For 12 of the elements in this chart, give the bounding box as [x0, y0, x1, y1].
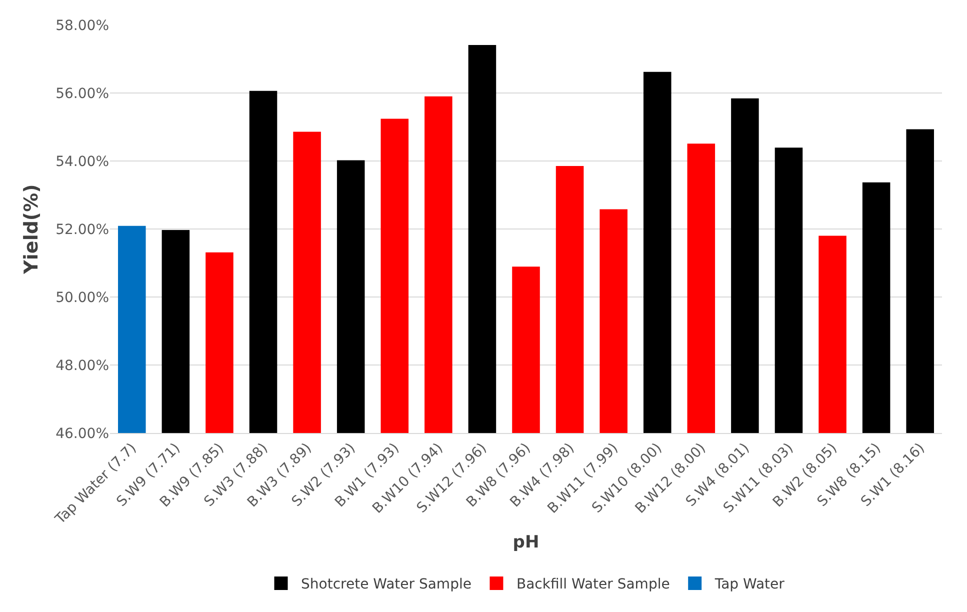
y-tick-label: 46.00% — [56, 426, 109, 442]
y-tick-label: 58.00% — [56, 18, 109, 34]
legend-label: Tap Water — [714, 576, 785, 593]
x-axis-title: pH — [512, 532, 540, 552]
y-axis-title: Yield(%) — [20, 184, 42, 275]
y-tick-label: 52.00% — [56, 222, 109, 238]
legend-label: Backfill Water Sample — [516, 576, 670, 593]
y-tick-label: 54.00% — [56, 154, 109, 170]
y-tick-label: 56.00% — [56, 86, 109, 102]
legend-label: Shotcrete Water Sample — [301, 576, 472, 593]
y-tick-label: 50.00% — [56, 290, 109, 306]
y-tick-label: 48.00% — [56, 358, 109, 374]
